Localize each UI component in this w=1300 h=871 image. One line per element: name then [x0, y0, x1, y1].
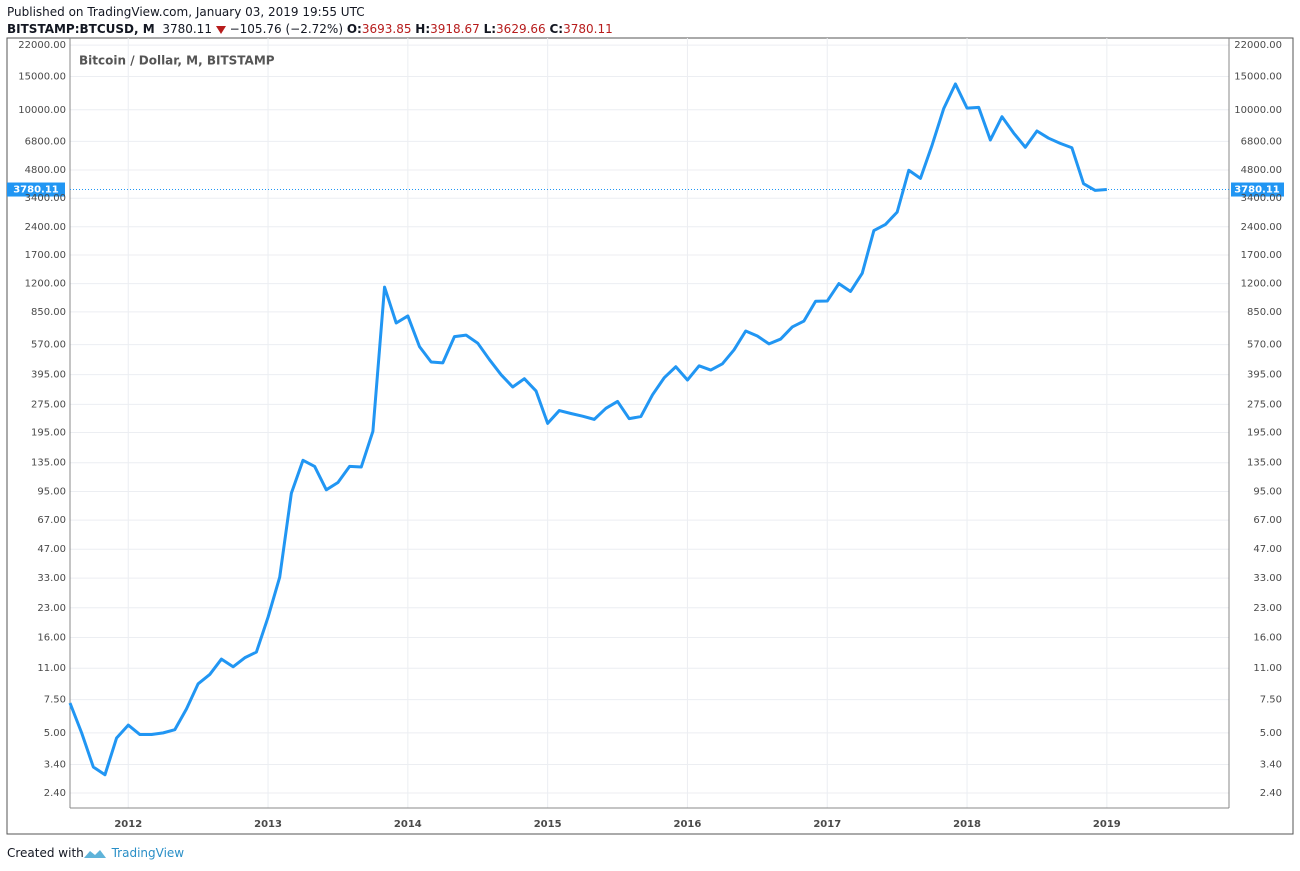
- y-tick-label: 95.00: [37, 487, 66, 498]
- y-tick-label-right: 15000.00: [1234, 72, 1282, 83]
- y-tick-label-right: 135.00: [1247, 458, 1282, 469]
- y-tick-label-right: 10000.00: [1234, 105, 1282, 116]
- y-tick-label: 850.00: [31, 307, 66, 318]
- price-line: [68, 82, 1107, 777]
- published-line: Published on TradingView.com, January 03…: [7, 5, 365, 19]
- y-tick-label-right: 395.00: [1247, 370, 1282, 381]
- down-arrow: [215, 25, 226, 34]
- last-price-tag: [7, 182, 65, 197]
- y-tick-label: 10000.00: [18, 105, 66, 116]
- open: 3693.85: [361, 22, 412, 36]
- y-tick-label-right: 2.40: [1260, 788, 1282, 799]
- y-tick-label: 195.00: [31, 428, 66, 439]
- y-tick-label: 16.00: [37, 633, 66, 644]
- chart-frame: [6, 37, 1294, 835]
- last-price-label: 3780.11: [13, 185, 59, 196]
- x-tick-label: 2019: [1093, 819, 1121, 830]
- y-tick-label-right: 2400.00: [1241, 222, 1282, 233]
- y-tick-label: 570.00: [31, 340, 66, 351]
- y-tick-label-right: 195.00: [1247, 428, 1282, 439]
- y-tick-label-right: 1200.00: [1241, 279, 1282, 290]
- y-tick-label-right: 95.00: [1253, 487, 1282, 498]
- y-tick-label: 275.00: [31, 399, 66, 410]
- close: 3780.11: [563, 22, 613, 36]
- x-tick-label: 2017: [813, 819, 841, 830]
- symbol: BITSTAMP:BTCUSD, M: [7, 22, 155, 36]
- low-label: L:: [483, 22, 497, 36]
- x-tick-label: 2013: [254, 819, 282, 830]
- x-tick-label: 2018: [953, 819, 981, 830]
- footer: Created with TradingView: [7, 846, 184, 860]
- y-tick-label-right: 5.00: [1260, 728, 1282, 739]
- y-tick-label: 67.00: [37, 515, 66, 526]
- y-tick-label-right: 850.00: [1247, 307, 1282, 318]
- y-tick-label-right: 16.00: [1253, 633, 1282, 644]
- high-label: H:: [415, 22, 431, 36]
- y-tick-label: 6800.00: [25, 136, 66, 147]
- x-tick-label: 2012: [114, 819, 142, 830]
- close-label: C:: [549, 22, 564, 36]
- y-tick-label: 4800.00: [25, 165, 66, 176]
- change: −105.76 (−2.72%): [229, 22, 344, 36]
- y-tick-label-right: 47.00: [1253, 544, 1282, 555]
- y-tick-label-right: 1700.00: [1241, 250, 1282, 261]
- quote-line: BITSTAMP:BTCUSD, M 3780.11 −105.76 (−2.7…: [7, 22, 613, 36]
- y-tick-label-right: 3400.00: [1241, 193, 1282, 204]
- y-tick-label: 135.00: [31, 458, 66, 469]
- y-tick-label-right: 11.00: [1253, 663, 1282, 674]
- y-tick-label-right: 23.00: [1253, 603, 1282, 614]
- y-tick-label: 47.00: [37, 544, 66, 555]
- footer-brand[interactable]: TradingView: [111, 846, 185, 860]
- y-tick-label: 7.50: [44, 695, 66, 706]
- chart-title: Bitcoin / Dollar, M, BITSTAMP: [79, 54, 275, 68]
- y-tick-label-right: 275.00: [1247, 399, 1282, 410]
- y-tick-label-right: 33.00: [1253, 573, 1282, 584]
- brand-logo: [84, 850, 106, 858]
- y-tick-label: 3400.00: [25, 193, 66, 204]
- y-tick-label: 3.40: [44, 759, 66, 770]
- high: 3918.67: [430, 22, 480, 36]
- y-tick-label: 11.00: [37, 663, 66, 674]
- y-tick-label: 1700.00: [25, 250, 66, 261]
- footer-text: Created with: [7, 846, 84, 860]
- y-tick-label-right: 67.00: [1253, 515, 1282, 526]
- low: 3629.66: [496, 22, 546, 36]
- y-tick-label: 15000.00: [18, 72, 66, 83]
- last-price: 3780.11: [162, 22, 212, 36]
- y-tick-label-right: 22000.00: [1234, 40, 1282, 51]
- y-tick-label-right: 3.40: [1260, 759, 1282, 770]
- y-tick-label: 2400.00: [25, 222, 66, 233]
- y-tick-label-right: 6800.00: [1241, 136, 1282, 147]
- open-label: O:: [346, 22, 362, 36]
- y-tick-label: 5.00: [44, 728, 66, 739]
- y-tick-label-right: 4800.00: [1241, 165, 1282, 176]
- x-tick-label: 2016: [674, 819, 702, 830]
- y-tick-label: 23.00: [37, 603, 66, 614]
- y-tick-label-right: 7.50: [1260, 695, 1282, 706]
- x-tick-label: 2014: [394, 819, 422, 830]
- y-tick-label: 22000.00: [18, 40, 66, 51]
- y-tick-label-right: 570.00: [1247, 340, 1282, 351]
- last-price-label-right: 3780.11: [1234, 185, 1280, 196]
- last-price-tag-right: [1231, 182, 1284, 197]
- x-tick-label: 2015: [534, 819, 562, 830]
- y-tick-label: 1200.00: [25, 279, 66, 290]
- y-tick-label: 395.00: [31, 370, 66, 381]
- y-tick-label: 2.40: [44, 788, 66, 799]
- y-tick-label: 33.00: [37, 573, 66, 584]
